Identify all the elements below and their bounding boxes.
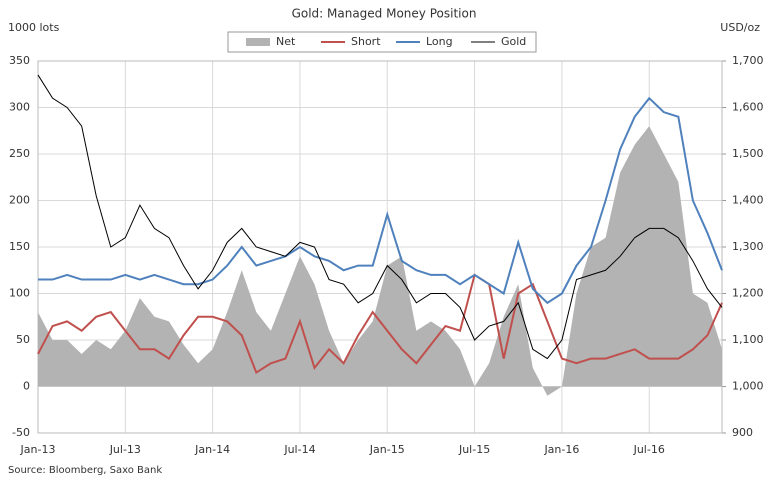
legend-label: Net — [276, 35, 296, 48]
x-tick-label: Jan-16 — [543, 443, 579, 456]
x-tick-label: Jul-15 — [458, 443, 490, 456]
area — [38, 126, 722, 396]
y-tick-label: 50 — [16, 333, 30, 346]
legend-label: Gold — [501, 35, 526, 48]
y-tick-label: -50 — [12, 426, 30, 439]
x-tick-label: Jan-13 — [20, 443, 56, 456]
chart-title: Gold: Managed Money Position — [292, 7, 477, 21]
line — [38, 96, 723, 305]
y2-tick-label: 1,300 — [732, 240, 764, 253]
x-tick-label: Jul-16 — [633, 443, 665, 456]
x-tick-label: Jan-14 — [194, 443, 230, 456]
plot-border — [37, 60, 723, 434]
legend-swatch — [246, 38, 270, 46]
y-tick-label: 250 — [9, 147, 30, 160]
line — [37, 273, 723, 375]
y2-tick-label: 900 — [732, 426, 753, 439]
legend-label: Long — [426, 35, 453, 48]
line — [37, 74, 723, 360]
y-tick-label: 100 — [9, 287, 30, 300]
y-tick-label: 350 — [9, 54, 30, 67]
x-tick-label: Jan-15 — [369, 443, 405, 456]
legend-label: Short — [351, 35, 381, 48]
y-tick-label: 300 — [9, 101, 30, 114]
y2-tick-label: 1,100 — [732, 333, 764, 346]
y2-tick-label: 1,700 — [732, 54, 764, 67]
y-tick-label: 0 — [23, 380, 30, 393]
x-tick-label: Jul-13 — [109, 443, 141, 456]
y-tick-label: 150 — [9, 240, 30, 253]
y2-tick-label: 1,400 — [732, 194, 764, 207]
y-tick-label: 200 — [9, 194, 30, 207]
y2-tick-label: 1,600 — [732, 101, 764, 114]
y2-tick-label: 1,500 — [732, 147, 764, 160]
y-axis-label: 1000 lots — [8, 21, 60, 34]
y2-axis-label: USD/oz — [720, 21, 760, 34]
x-tick-label: Jul-14 — [283, 443, 315, 456]
source: Source: Bloomberg, Saxo Bank — [8, 465, 162, 476]
y2-tick-label: 1,200 — [732, 287, 764, 300]
y2-tick-label: 1,000 — [732, 380, 764, 393]
legend-box — [227, 31, 537, 53]
